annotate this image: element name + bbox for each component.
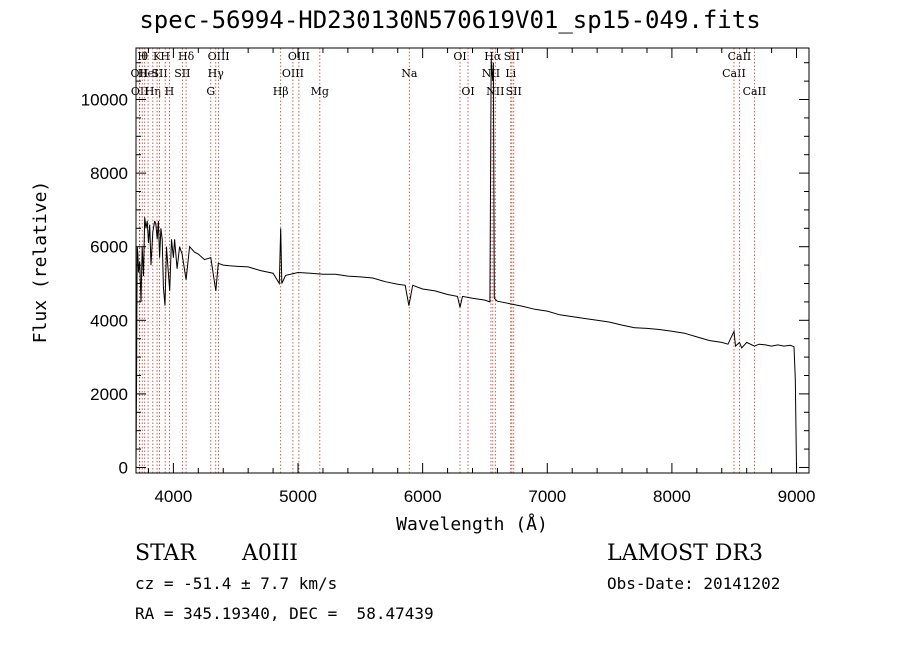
- object-class: STAR: [135, 541, 196, 566]
- spectral-line-label: CaII: [722, 67, 746, 80]
- spectral-line-label: OIII: [288, 50, 310, 63]
- y-tick-label: 10000: [81, 91, 128, 110]
- spectral-line-label: Na: [401, 67, 418, 80]
- spectral-line-label: θ: [141, 50, 148, 63]
- y-axis-label: Flux (relative): [30, 181, 51, 344]
- spectral-line-label: SII: [151, 67, 167, 80]
- object-subclass: A0III: [242, 541, 298, 566]
- y-tick-label: 2000: [90, 385, 128, 404]
- spectral-line-label: H: [160, 50, 170, 63]
- spectral-line-label: CaII: [728, 50, 752, 63]
- spectral-line-label: H: [137, 50, 147, 63]
- spectral-line-label: Hη: [145, 85, 161, 98]
- x-tick-label: 4000: [154, 487, 192, 506]
- redshift-cz: cz = -51.4 ± 7.7 km/s: [135, 574, 338, 593]
- spectral-line-label: OI: [461, 85, 474, 98]
- spectral-line-label: CaII: [743, 85, 767, 98]
- spectral-line-label: H: [165, 85, 175, 98]
- spectral-line-label: Hβ: [273, 85, 289, 98]
- spectral-line-label: SII: [506, 85, 522, 98]
- spectral-line-label: Hγ: [208, 67, 225, 80]
- spectral-line-label: Li: [505, 67, 516, 80]
- y-tick-label: 4000: [90, 311, 128, 330]
- spectral-line-label: SII: [504, 50, 520, 63]
- spectral-line-label: NII: [486, 85, 504, 98]
- spectral-line-label: SII: [174, 67, 190, 80]
- spectral-line-label: OII: [131, 85, 149, 98]
- coordinates: RA = 345.19340, DEC = 58.47439: [135, 604, 434, 623]
- spectral-line-label: Mg: [311, 85, 329, 98]
- spectral-line-label: OI: [453, 50, 466, 63]
- plot-frame: [135, 47, 810, 474]
- x-tick-label: 6000: [404, 487, 442, 506]
- spectral-line-label: OIII: [282, 67, 304, 80]
- x-tick-label: 8000: [653, 487, 691, 506]
- chart-title: spec-56994-HD230130N570619V01_sp15-049.f…: [139, 6, 761, 34]
- x-tick-label: 9000: [778, 487, 816, 506]
- spectral-line-label: OIII: [208, 50, 230, 63]
- y-tick-label: 8000: [90, 164, 128, 183]
- spectral-line-label: K: [153, 50, 162, 63]
- y-tick-label: 6000: [90, 238, 128, 257]
- obs-date: Obs-Date: 20141202: [607, 574, 781, 593]
- x-tick-label: 7000: [528, 487, 566, 506]
- spectral-line-label: Hα: [484, 50, 502, 63]
- x-tick-label: 5000: [279, 487, 317, 506]
- y-tick-label: 0: [119, 458, 128, 477]
- axis-ticks: 4000 5000 6000 7000 8000 9000 0 2000 4000 6000 800…: [81, 48, 816, 506]
- survey-name: LAMOST DR3: [607, 541, 763, 566]
- spectral-line-label: G: [206, 85, 215, 98]
- spectral-lines: OIIOIIHθHeIHηKSIIHHSIIHδGHγOIIIHβOIIIOII…: [131, 48, 767, 473]
- x-axis-label: Wavelength (Å): [396, 513, 548, 535]
- spectral-line-label: Hδ: [178, 50, 195, 63]
- spectrum-line: [135, 58, 797, 468]
